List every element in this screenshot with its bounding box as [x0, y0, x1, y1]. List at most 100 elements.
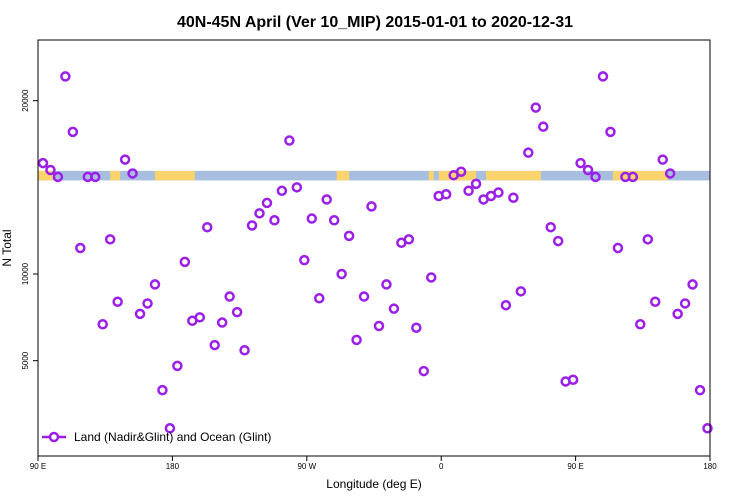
data-point [351, 334, 362, 346]
data-point [321, 194, 332, 205]
data-point [366, 201, 377, 212]
data-point [284, 135, 295, 146]
data-point [463, 185, 474, 197]
data-point [67, 126, 79, 138]
data-point [343, 230, 355, 242]
data-point [664, 168, 676, 179]
data-point [104, 234, 116, 245]
data-point [328, 215, 340, 226]
data-point [694, 384, 706, 396]
data-point [627, 171, 639, 183]
data-point [216, 317, 228, 328]
data-point [239, 345, 250, 356]
data-point [679, 298, 691, 309]
data-point [672, 308, 683, 320]
data-point [254, 208, 265, 219]
data-point [582, 164, 594, 176]
data-point [508, 192, 519, 203]
y-axis: 5000 10000 20000 [21, 89, 38, 370]
data-point [657, 154, 668, 165]
data-point [157, 384, 168, 396]
data-point [545, 221, 556, 233]
data-point [635, 319, 646, 330]
x-tick-label: 90 E [30, 462, 46, 471]
data-point [246, 220, 258, 231]
data-point [231, 306, 243, 318]
legend: Land (Nadir&Glint) and Ocean (Glint) [42, 430, 271, 444]
land-band-segment [486, 170, 541, 181]
data-point [306, 213, 318, 224]
data-point [411, 322, 422, 333]
data-point [373, 320, 385, 332]
data-point [523, 147, 534, 158]
data-point [537, 121, 549, 132]
data-point [37, 157, 49, 169]
ocean-band [38, 170, 710, 181]
data-point [403, 234, 415, 245]
data-point [388, 303, 400, 314]
data-point [299, 254, 310, 266]
data-point [567, 374, 579, 385]
land-band-segment [428, 170, 434, 181]
data-point [52, 171, 64, 183]
data-point [179, 256, 191, 268]
data-point [172, 360, 183, 372]
data-point [60, 71, 71, 82]
data-point [381, 279, 392, 290]
data-point [702, 423, 713, 434]
data-point [142, 298, 153, 309]
series-layer [37, 71, 713, 434]
land-band-segment [38, 170, 53, 181]
x-tick-label: 90 E [567, 462, 583, 471]
data-point [127, 168, 138, 179]
data-point [552, 235, 564, 247]
data-point [649, 296, 661, 307]
x-axis: 90 E 180 90 W 0 90 E 180 [30, 456, 717, 471]
surface-band [38, 170, 710, 181]
y-tick-label: 10000 [21, 262, 30, 285]
data-point [97, 319, 108, 330]
data-point [75, 242, 86, 254]
data-point [605, 126, 616, 138]
data-point [612, 242, 624, 254]
data-point [313, 293, 325, 304]
data-point [590, 171, 601, 183]
land-band-segment [110, 170, 121, 181]
data-point [597, 71, 609, 82]
land-band-segment [154, 170, 195, 181]
data-point [194, 312, 206, 323]
data-point [89, 171, 101, 183]
data-point [269, 215, 280, 226]
data-point [575, 157, 586, 169]
data-point [45, 164, 56, 176]
data-point [455, 166, 467, 177]
x-axis-label: Longitude (deg E) [326, 477, 421, 491]
chart-title: 40N-45N April (Ver 10_MIP) 2015-01-01 to… [177, 14, 573, 31]
data-point [164, 423, 176, 434]
data-point [687, 279, 698, 290]
data-point [470, 178, 482, 190]
x-tick-label: 0 [439, 462, 444, 471]
data-point [440, 189, 452, 200]
legend-marker [48, 431, 60, 443]
data-point [261, 197, 273, 209]
data-point [149, 279, 161, 290]
data-point [418, 365, 430, 377]
data-point [134, 308, 146, 320]
y-tick-label: 20000 [21, 89, 30, 112]
x-tick-label: 180 [703, 462, 717, 471]
data-point [493, 187, 504, 198]
data-point [112, 296, 123, 307]
data-point [642, 234, 654, 245]
x-tick-label: 180 [166, 462, 180, 471]
data-point [119, 154, 131, 165]
data-point [209, 339, 220, 351]
y-axis-label: N Total [0, 229, 14, 266]
data-point [336, 268, 347, 280]
data-point [276, 185, 288, 197]
land-band-segment [612, 170, 668, 181]
data-point [224, 291, 235, 302]
data-point [201, 221, 213, 233]
legend-label: Land (Nadir&Glint) and Ocean (Glint) [74, 430, 271, 444]
land-band-segment [336, 170, 350, 181]
